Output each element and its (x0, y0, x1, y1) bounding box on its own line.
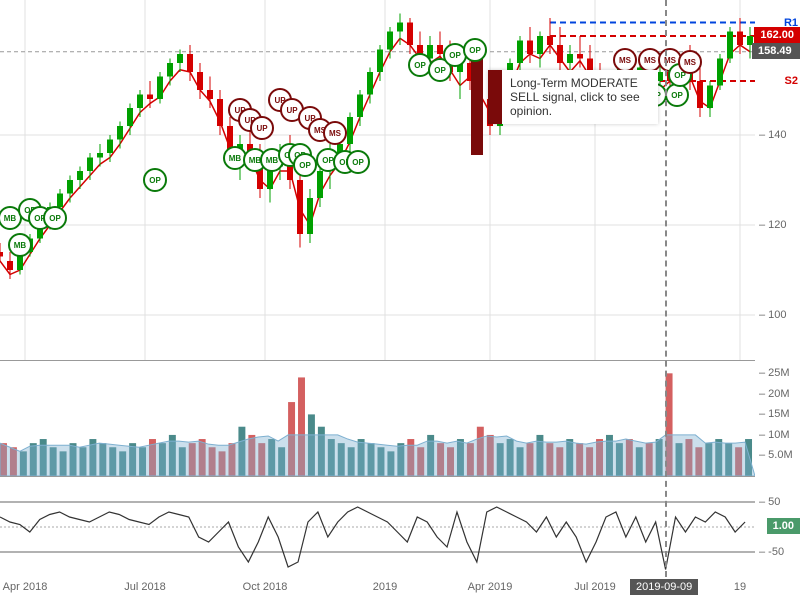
signal-ms[interactable]: MS (323, 121, 347, 145)
signal-op[interactable]: OP (43, 206, 67, 230)
volume-y-axis: – 5.0M– 10M– 15M– 20M– 25M (755, 361, 800, 476)
cursor-line (665, 0, 667, 577)
price-y-axis: – 100– 120– 140 162.00 158.49 R1 S2 (755, 0, 800, 360)
indicator-y-axis: – -50– 50 1.00 (755, 477, 800, 577)
x-axis: Apr 2018Jul 2018Oct 20182019Apr 2019Jul … (0, 578, 755, 600)
volume-panel[interactable] (0, 361, 755, 477)
signal-ms[interactable]: MS (678, 50, 702, 74)
indicator-panel[interactable] (0, 477, 755, 577)
indicator-current-tag: 1.00 (767, 518, 800, 534)
s2-label: S2 (785, 75, 798, 87)
volume-chart-svg (0, 361, 755, 476)
stock-chart-container: – 100– 120– 140 162.00 158.49 R1 S2 – 5.… (0, 0, 800, 600)
signal-op[interactable]: OP (293, 153, 317, 177)
signal-op[interactable]: OP (143, 168, 167, 192)
date-highlight: 2019-09-09 (630, 579, 698, 595)
current-price-tag: 158.49 (752, 43, 800, 59)
indicator-chart-svg (0, 477, 755, 577)
target-price-tag: 162.00 (754, 27, 800, 43)
signal-ms[interactable]: MS (613, 48, 637, 72)
signal-op[interactable]: OP (346, 150, 370, 174)
signal-mb[interactable]: MB (8, 233, 32, 257)
tooltip-text: Long-Term MODERATE SELL signal, click to… (510, 76, 640, 118)
signal-up[interactable]: UP (250, 116, 274, 140)
signal-tooltip[interactable]: Long-Term MODERATE SELL signal, click to… (488, 70, 658, 124)
signal-op[interactable]: OP (463, 38, 487, 62)
r1-label: R1 (784, 17, 798, 29)
